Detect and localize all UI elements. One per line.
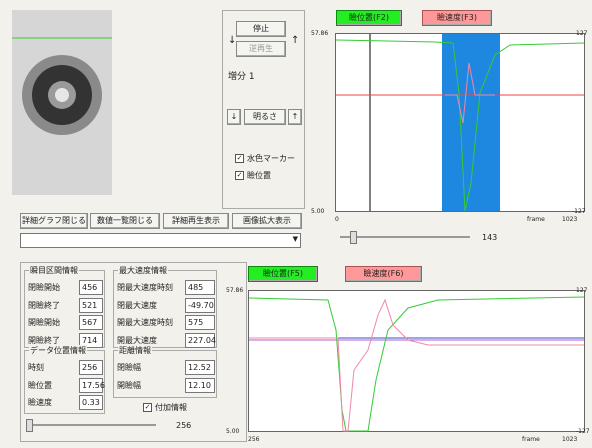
bottom-graph	[248, 290, 585, 432]
stop-button[interactable]: 停止	[236, 21, 286, 37]
top-y2-min: -127	[572, 208, 586, 215]
toolbar-button[interactable]: 詳細グラフ閉じる	[20, 213, 88, 229]
bottom-position-tab[interactable]: 瞼位置(F5)	[248, 266, 318, 282]
field-label: 開最大速度	[117, 335, 157, 346]
field-label: 時刻	[28, 362, 44, 373]
step-up[interactable]: ↑	[291, 35, 299, 46]
bottom-y-min: 5.00	[226, 428, 239, 435]
step-down[interactable]: ↓	[228, 35, 236, 46]
increment: 増分 1	[228, 69, 255, 82]
toolbar-button[interactable]: 詳細再生表示	[163, 213, 229, 229]
marker-label: 水色マーカー	[247, 154, 295, 163]
top-x-start: 0	[335, 216, 339, 223]
bottom-x-start: 256	[248, 436, 259, 443]
field-value: -49.70	[185, 298, 215, 313]
bottom-y2-min: -127	[576, 428, 590, 435]
field-value: 227.04	[185, 333, 215, 348]
reverse-button: 逆再生	[236, 41, 286, 57]
field-value: 456	[79, 280, 103, 295]
top-position-tab[interactable]: 瞼位置(F2)	[336, 10, 402, 26]
field-value: 485	[185, 280, 215, 295]
app-window: 停止 逆再生 ↓ ↑ 増分 1 ↓ 明るさ ↑ ✓水色マーカー ✓瞼位置 瞼位置…	[0, 0, 592, 448]
eye-image	[12, 10, 112, 195]
top-slider-track[interactable]	[340, 236, 470, 238]
extra-info-label: 付加情報	[155, 403, 187, 412]
bottom-y2-max: 127	[576, 287, 587, 294]
field-label: 開瞼開始	[28, 317, 60, 328]
control-panel: 停止 逆再生 ↓ ↑ 増分 1 ↓ 明るさ ↑ ✓水色マーカー ✓瞼位置	[222, 10, 305, 209]
bottom-slider-value: 256	[176, 421, 191, 430]
brightness-up[interactable]: ↑	[288, 109, 302, 125]
toolbar-button[interactable]: 数値一覧閉じる	[90, 213, 160, 229]
field-value: 521	[79, 298, 103, 313]
field-label: 閉瞼終了	[28, 300, 60, 311]
field-value: 0.33	[79, 395, 103, 410]
marker-checkbox[interactable]: ✓水色マーカー	[235, 153, 295, 164]
field-label: 瞼位置	[28, 380, 52, 391]
group-title: データ位置情報	[29, 345, 87, 356]
field-value: 17.56	[79, 378, 103, 393]
extra-info-checkbox[interactable]: ✓付加情報	[143, 402, 187, 413]
field-value: 12.10	[185, 378, 215, 393]
field-label: 開瞼終了	[28, 335, 60, 346]
field-value: 256	[79, 360, 103, 375]
field-label: 開最大速度時刻	[117, 317, 173, 328]
field-label: 閉最大速度時刻	[117, 282, 173, 293]
top-y2-max: 127	[576, 30, 587, 37]
top-slider-thumb[interactable]	[350, 231, 357, 244]
increment-label: 増分	[228, 72, 246, 82]
bottom-x-end: 1023	[562, 436, 577, 443]
group-title: 最大速度情報	[118, 265, 168, 276]
field-label: 瞼速度	[28, 397, 52, 408]
increment-value: 1	[249, 72, 255, 82]
bottom-slider-track[interactable]	[26, 424, 156, 426]
field-value: 567	[79, 315, 103, 330]
field-value: 575	[185, 315, 215, 330]
top-x-end: 1023	[562, 216, 577, 223]
lid-label: 瞼位置	[247, 171, 271, 180]
top-y-max: 57.86	[311, 30, 328, 37]
combo-box[interactable]: ▼	[20, 233, 301, 248]
top-graph	[335, 33, 585, 212]
bottom-slider-thumb[interactable]	[26, 419, 33, 432]
bottom-speed-tab[interactable]: 瞼速度(F6)	[345, 266, 422, 282]
field-label: 閉瞼開始	[28, 282, 60, 293]
top-y-min: 5.00	[311, 208, 324, 215]
field-value: 12.52	[185, 360, 215, 375]
brightness-button[interactable]: 明るさ	[244, 109, 286, 125]
field-label: 閉瞼幅	[117, 362, 141, 373]
brightness-down[interactable]: ↓	[227, 109, 241, 125]
bottom-y-max: 57.86	[226, 287, 243, 294]
lid-checkbox[interactable]: ✓瞼位置	[235, 170, 271, 181]
top-slider-value: 143	[482, 233, 497, 242]
bottom-x-unit: frame	[522, 436, 540, 443]
toolbar-button[interactable]: 画像拡大表示	[232, 213, 302, 229]
group-title: 距離情報	[118, 345, 152, 356]
top-speed-tab[interactable]: 瞼速度(F3)	[422, 10, 492, 26]
top-x-unit: frame	[527, 216, 545, 223]
field-label: 閉最大速度	[117, 300, 157, 311]
field-label: 開瞼幅	[117, 380, 141, 391]
group-title: 瞬目区間情報	[29, 265, 79, 276]
